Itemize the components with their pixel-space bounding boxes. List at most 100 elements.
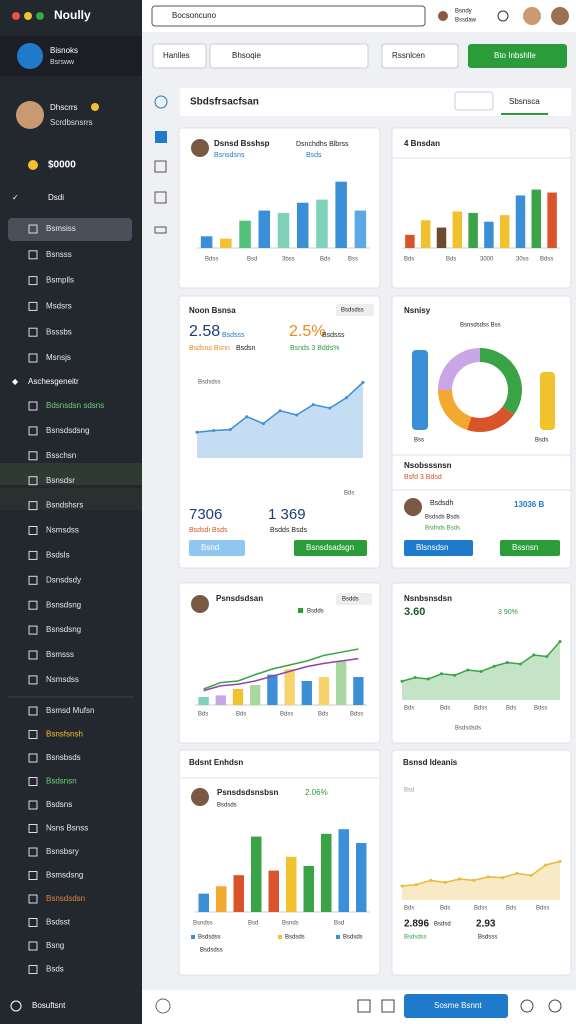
label: Bsfd 3 Bdsd — [404, 474, 442, 481]
icon[interactable] — [497, 10, 509, 22]
button[interactable] — [294, 540, 367, 556]
label: Bsdds Bsds — [270, 527, 307, 534]
point — [245, 415, 249, 419]
label: 2.58 — [189, 323, 220, 340]
menu-item[interactable]: Msdsrs — [46, 302, 72, 311]
label: Bsdsds — [343, 935, 363, 941]
select[interactable] — [381, 43, 459, 69]
menu-item[interactable]: Bsdsst — [46, 918, 71, 927]
menu-icon — [28, 451, 38, 461]
point — [515, 871, 519, 875]
bar — [215, 695, 226, 705]
bar — [335, 181, 347, 248]
avatar[interactable] — [551, 7, 569, 25]
menu-item[interactable]: Nsns Bsnss — [46, 824, 88, 833]
icon[interactable] — [357, 999, 371, 1013]
point — [328, 406, 332, 410]
menu-icon — [28, 706, 38, 716]
menu-item[interactable]: Bsnsdsng — [46, 625, 81, 634]
menu-item[interactable]: Bsnsdsdsng — [46, 426, 90, 435]
button[interactable] — [500, 540, 560, 556]
menu-item[interactable]: Bsdsls — [46, 551, 70, 560]
menu-item[interactable]: Bsnsbsry — [46, 847, 79, 856]
menu-item[interactable]: Bsdsns — [46, 800, 72, 809]
label: Bdsnt Enhdsn — [189, 758, 243, 767]
label: Bsdsdss — [198, 935, 221, 941]
input[interactable] — [209, 43, 369, 69]
menu-item[interactable]: Bsmsd Mufsn — [46, 706, 94, 715]
icon[interactable] — [154, 160, 167, 173]
menu-item[interactable]: Bsds — [46, 965, 64, 974]
avatar[interactable] — [523, 7, 541, 25]
avatar — [404, 498, 422, 516]
x-tick-label: Bdss — [205, 257, 218, 263]
menu-item[interactable]: Bsnsdsdsn — [46, 894, 85, 903]
point — [545, 655, 549, 658]
label: Bsds — [535, 438, 548, 444]
label: Bsdsds — [217, 803, 237, 809]
icon[interactable] — [381, 999, 395, 1013]
button[interactable] — [152, 43, 207, 69]
search-box[interactable] — [151, 5, 426, 27]
input-text: Bhsoqie — [232, 51, 261, 60]
menu-item[interactable]: Bsnsdsr — [46, 476, 75, 485]
menu-item[interactable]: Nsmsdss — [46, 675, 79, 684]
menu-item[interactable]: Bsnsdsng — [46, 600, 81, 609]
menu-item[interactable]: Bsnsss — [46, 250, 72, 259]
line — [401, 860, 561, 887]
label: Bsnds 3 Bdds% — [290, 345, 339, 352]
donut-segment — [438, 348, 480, 390]
menu-item[interactable]: Bsmsiss — [46, 224, 76, 233]
label: Psnsdsdsan — [216, 594, 263, 603]
bar — [356, 843, 367, 912]
bar — [198, 697, 209, 705]
bar — [277, 212, 290, 248]
icon[interactable] — [548, 999, 562, 1013]
legend-swatch — [298, 608, 303, 613]
icon[interactable] — [154, 191, 167, 204]
menu-item[interactable]: Bsnsfsnsh — [46, 730, 83, 739]
icon[interactable] — [155, 131, 167, 143]
button[interactable] — [404, 540, 473, 556]
dropdown[interactable] — [454, 91, 494, 111]
menu-icon — [28, 894, 38, 904]
label: Nsobsssnsn — [404, 461, 452, 470]
menu-icon — [28, 224, 38, 234]
menu-item[interactable]: Bsdsnsn — [46, 777, 77, 786]
footer-bar — [142, 990, 576, 1024]
menu-icon — [28, 777, 38, 786]
donut-segment — [467, 406, 514, 432]
icon[interactable] — [155, 998, 171, 1014]
button[interactable] — [468, 44, 567, 68]
menu-item[interactable]: Bsndshsrs — [46, 501, 83, 510]
icon[interactable] — [154, 95, 168, 109]
icon[interactable] — [154, 226, 167, 234]
x-tick-label: Bdss — [536, 906, 549, 912]
menu-item[interactable]: Bdsnsdsn sdsns — [46, 401, 104, 410]
x-tick-label: Bds — [236, 712, 246, 718]
menu-item[interactable]: Bsssbs — [46, 327, 72, 336]
icon[interactable] — [520, 999, 534, 1013]
bar — [547, 192, 557, 248]
bar — [267, 674, 278, 705]
menu-item[interactable]: Bsmsss — [46, 650, 74, 659]
profile-name: Dhscrrs — [50, 103, 78, 112]
icon[interactable] — [438, 11, 448, 21]
button[interactable] — [189, 540, 245, 556]
menu-item[interactable]: Bsschsn — [46, 451, 76, 460]
menu-item[interactable]: Nsmsdss — [46, 526, 79, 535]
menu-item[interactable]: Msnsjs — [46, 353, 71, 362]
menu-icon — [28, 730, 38, 739]
menu-item[interactable]: Bsnsbsds — [46, 753, 81, 762]
menu-item[interactable]: Bsmplls — [46, 276, 74, 285]
bar — [232, 689, 244, 705]
bar — [268, 870, 279, 912]
label: Dsnchdhs Blbrss — [296, 141, 349, 148]
bar — [316, 199, 328, 248]
menu-item[interactable]: Bsmsdsng — [46, 871, 83, 880]
menu-item[interactable]: Dsnsdsdy — [46, 575, 81, 584]
tab[interactable]: Sbsnsca — [509, 97, 540, 106]
menu-item[interactable]: Bsng — [46, 941, 64, 950]
button[interactable] — [404, 994, 508, 1018]
panel-bar — [180, 88, 571, 116]
